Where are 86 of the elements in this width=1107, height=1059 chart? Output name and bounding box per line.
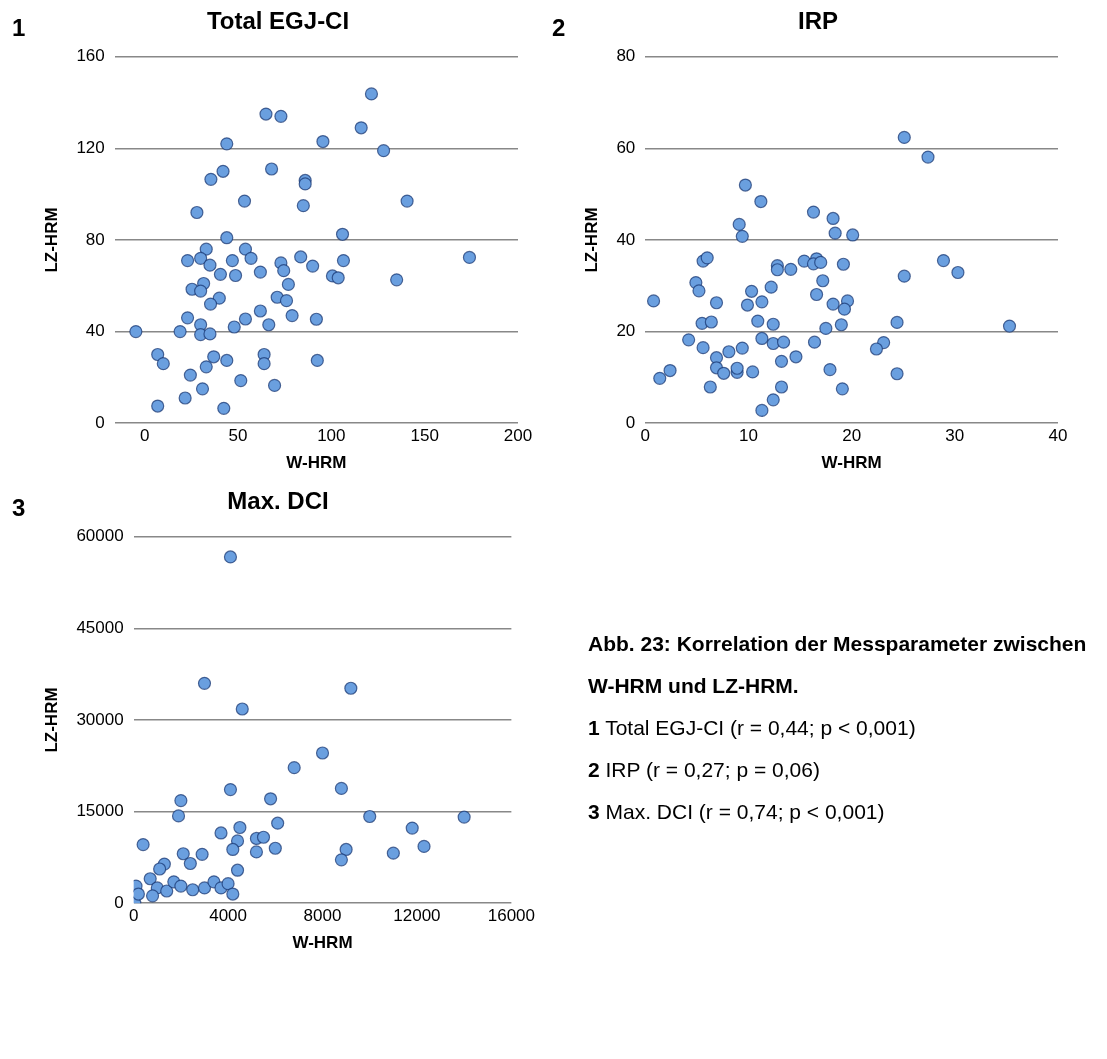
point <box>171 809 186 823</box>
point <box>145 889 160 903</box>
point <box>183 856 197 871</box>
point <box>195 847 209 861</box>
chart-title: Total EGJ-CI <box>206 7 350 35</box>
x-tick-label: 0 <box>128 906 139 926</box>
point <box>160 884 174 898</box>
x-tick-label: 50 <box>228 426 248 446</box>
text: Abb. 23: Korrelation der Messparameter zwischen W-HRM und LZ-HRM. <box>588 631 1088 699</box>
y-tick-label: 80 <box>85 229 105 249</box>
y-tick-label: 0 <box>114 892 124 912</box>
point <box>457 810 471 824</box>
y-axis-title: LZ-HRM <box>41 687 61 753</box>
point <box>256 830 271 844</box>
x-tick-label: 16000 <box>487 906 535 926</box>
point <box>226 887 240 901</box>
y-axis-title: LZ-HRM <box>41 207 61 273</box>
point <box>235 702 249 716</box>
point <box>287 761 301 775</box>
y-tick-label: 80 <box>616 46 636 66</box>
point <box>417 839 431 854</box>
point <box>405 821 419 835</box>
x-tick-label: 4000 <box>209 906 248 926</box>
point <box>153 862 167 876</box>
x-tick-label: 8000 <box>303 906 342 926</box>
y-tick-label: 15000 <box>76 801 124 821</box>
point <box>174 794 188 808</box>
point <box>133 887 145 901</box>
point <box>344 681 358 695</box>
text: 3 Max. DCI (r = 0,74; p < 0,001) <box>588 800 885 823</box>
x-axis-title: W-HRM <box>286 453 347 473</box>
x-tick-label: 30 <box>945 426 965 446</box>
text: 2 <box>552 14 566 42</box>
y-tick-label: 40 <box>616 229 636 249</box>
point <box>334 781 348 795</box>
point <box>197 676 212 690</box>
y-tick-label: 120 <box>76 138 105 158</box>
point <box>223 783 238 797</box>
point <box>143 872 157 886</box>
point <box>223 550 238 564</box>
point <box>230 863 245 877</box>
x-tick-label: 20 <box>842 426 862 446</box>
y-tick-label: 0 <box>625 412 636 432</box>
x-tick-label: 10 <box>739 426 758 446</box>
x-tick-label: 150 <box>410 426 439 446</box>
x-tick-label: 40 <box>1048 426 1068 446</box>
point <box>136 837 150 852</box>
x-tick-label: 12000 <box>393 906 441 926</box>
y-axis-title: LZ-HRM <box>581 207 601 273</box>
y-tick-label: 20 <box>616 321 636 341</box>
point <box>197 881 212 895</box>
point <box>174 879 188 893</box>
text: 1 Total EGJ-CI (r = 0,44; p < 0,001) <box>588 716 916 739</box>
point <box>226 842 240 857</box>
point <box>315 746 330 760</box>
point <box>214 826 228 840</box>
y-tick-label: 45000 <box>76 618 124 638</box>
point <box>268 841 282 855</box>
point <box>386 846 400 860</box>
text: 2 IRP (r = 0,27; p = 0,06) <box>588 758 820 781</box>
chart-title: Max. DCI <box>227 487 329 515</box>
point <box>263 792 278 806</box>
x-axis-title: W-HRM <box>292 933 353 953</box>
y-tick-label: 60000 <box>76 526 124 546</box>
y-tick-label: 30000 <box>76 709 124 729</box>
y-tick-label: 60 <box>616 138 636 158</box>
chart-title: IRP <box>797 7 839 35</box>
point <box>176 847 190 861</box>
point <box>233 820 247 835</box>
point <box>339 842 353 857</box>
point <box>221 877 235 891</box>
x-tick-label: 0 <box>640 426 651 446</box>
text: 3 <box>12 494 26 522</box>
point <box>334 853 348 867</box>
x-tick-label: 200 <box>503 426 533 446</box>
point <box>186 883 200 897</box>
x-axis-title: W-HRM <box>821 453 882 473</box>
y-tick-label: 160 <box>76 46 105 66</box>
y-tick-label: 40 <box>85 321 105 341</box>
text: 1 <box>12 14 26 42</box>
x-tick-label: 100 <box>317 426 346 446</box>
point <box>249 845 264 859</box>
point <box>363 809 377 824</box>
x-tick-label: 0 <box>139 426 150 446</box>
point <box>271 816 285 830</box>
y-tick-label: 0 <box>95 412 105 432</box>
